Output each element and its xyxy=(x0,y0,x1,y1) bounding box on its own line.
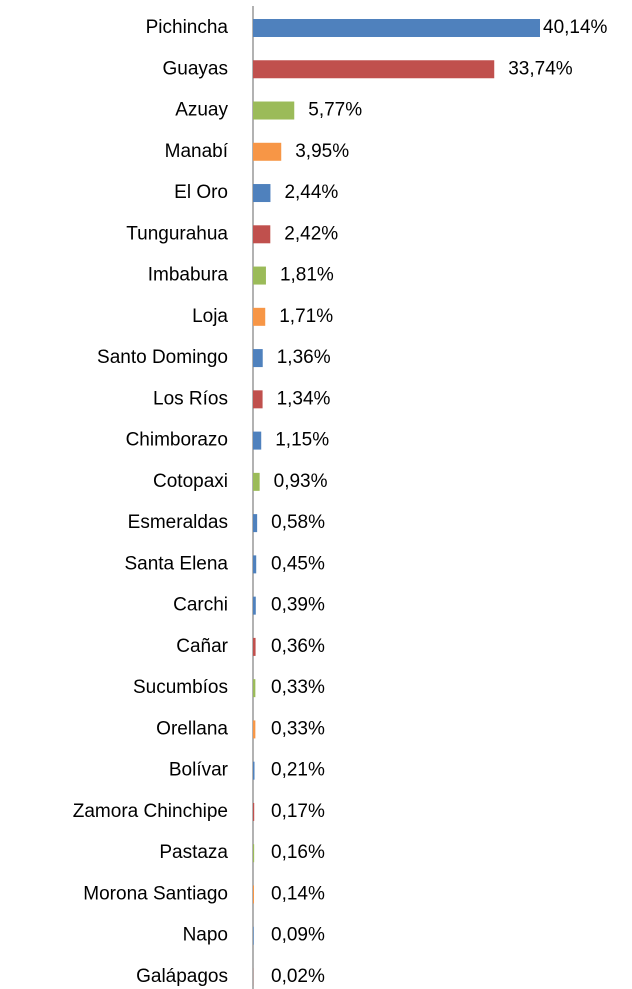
value-label: 1,81% xyxy=(280,265,334,286)
value-label: 0,02% xyxy=(271,966,325,987)
bar xyxy=(253,390,263,409)
bar xyxy=(253,266,266,285)
bar xyxy=(253,225,271,244)
value-label: 33,74% xyxy=(508,58,573,79)
bar xyxy=(253,431,262,450)
bar xyxy=(253,184,271,203)
value-label: 1,15% xyxy=(275,430,329,451)
value-label: 1,36% xyxy=(277,347,331,368)
category-label: Santo Domingo xyxy=(97,347,228,368)
category-label: Cotopaxi xyxy=(153,471,228,492)
bar xyxy=(253,101,295,120)
bar xyxy=(253,555,257,574)
category-label: Orellana xyxy=(156,718,228,739)
bar xyxy=(253,349,263,368)
category-label: Pichincha xyxy=(146,17,229,38)
value-label: 0,16% xyxy=(271,842,325,863)
category-label: Galápagos xyxy=(136,966,228,987)
value-label: 40,14% xyxy=(543,17,608,38)
category-label: Cañar xyxy=(176,636,228,657)
bar xyxy=(253,720,256,739)
category-label: Loja xyxy=(192,306,228,327)
bar xyxy=(253,514,258,533)
value-label: 0,45% xyxy=(271,553,325,574)
value-label: 0,14% xyxy=(271,883,325,904)
category-label: Azuay xyxy=(175,100,228,121)
category-label: Chimborazo xyxy=(126,430,228,451)
bar xyxy=(253,142,282,161)
category-label: Carchi xyxy=(173,595,228,616)
value-label: 1,34% xyxy=(277,388,331,409)
category-label: Los Ríos xyxy=(153,388,228,409)
bar xyxy=(253,307,266,326)
category-label: El Oro xyxy=(174,182,228,203)
bar xyxy=(253,926,254,945)
category-label: Zamora Chinchipe xyxy=(73,801,228,822)
value-label: 2,44% xyxy=(284,182,338,203)
bar xyxy=(253,844,255,863)
value-label: 0,33% xyxy=(271,718,325,739)
category-label: Sucumbíos xyxy=(133,677,228,698)
bar xyxy=(253,472,260,491)
bar xyxy=(253,596,256,615)
bar xyxy=(253,60,495,79)
category-label: Napo xyxy=(183,925,228,946)
category-label: Imbabura xyxy=(148,265,229,286)
value-label: 0,58% xyxy=(271,512,325,533)
category-label: Santa Elena xyxy=(124,553,228,574)
category-label: Guayas xyxy=(163,58,228,79)
value-label: 3,95% xyxy=(295,141,349,162)
bar xyxy=(253,885,255,904)
value-label: 0,33% xyxy=(271,677,325,698)
bar xyxy=(253,761,255,780)
value-label: 5,77% xyxy=(308,100,362,121)
value-label: 1,71% xyxy=(279,306,333,327)
category-label: Manabí xyxy=(165,141,229,162)
value-label: 0,17% xyxy=(271,801,325,822)
category-label: Morona Santiago xyxy=(83,883,228,904)
category-label: Bolívar xyxy=(169,760,229,781)
value-label: 0,36% xyxy=(271,636,325,657)
bar xyxy=(253,637,256,656)
value-label: 0,39% xyxy=(271,595,325,616)
bar xyxy=(253,679,256,698)
value-label: 2,42% xyxy=(284,223,338,244)
bar xyxy=(253,802,255,821)
category-label: Pastaza xyxy=(159,842,228,863)
value-label: 0,93% xyxy=(274,471,328,492)
value-label: 0,21% xyxy=(271,760,325,781)
value-label: 0,09% xyxy=(271,925,325,946)
category-label: Esmeraldas xyxy=(128,512,228,533)
category-label: Tungurahua xyxy=(126,223,228,244)
bar xyxy=(253,19,540,37)
